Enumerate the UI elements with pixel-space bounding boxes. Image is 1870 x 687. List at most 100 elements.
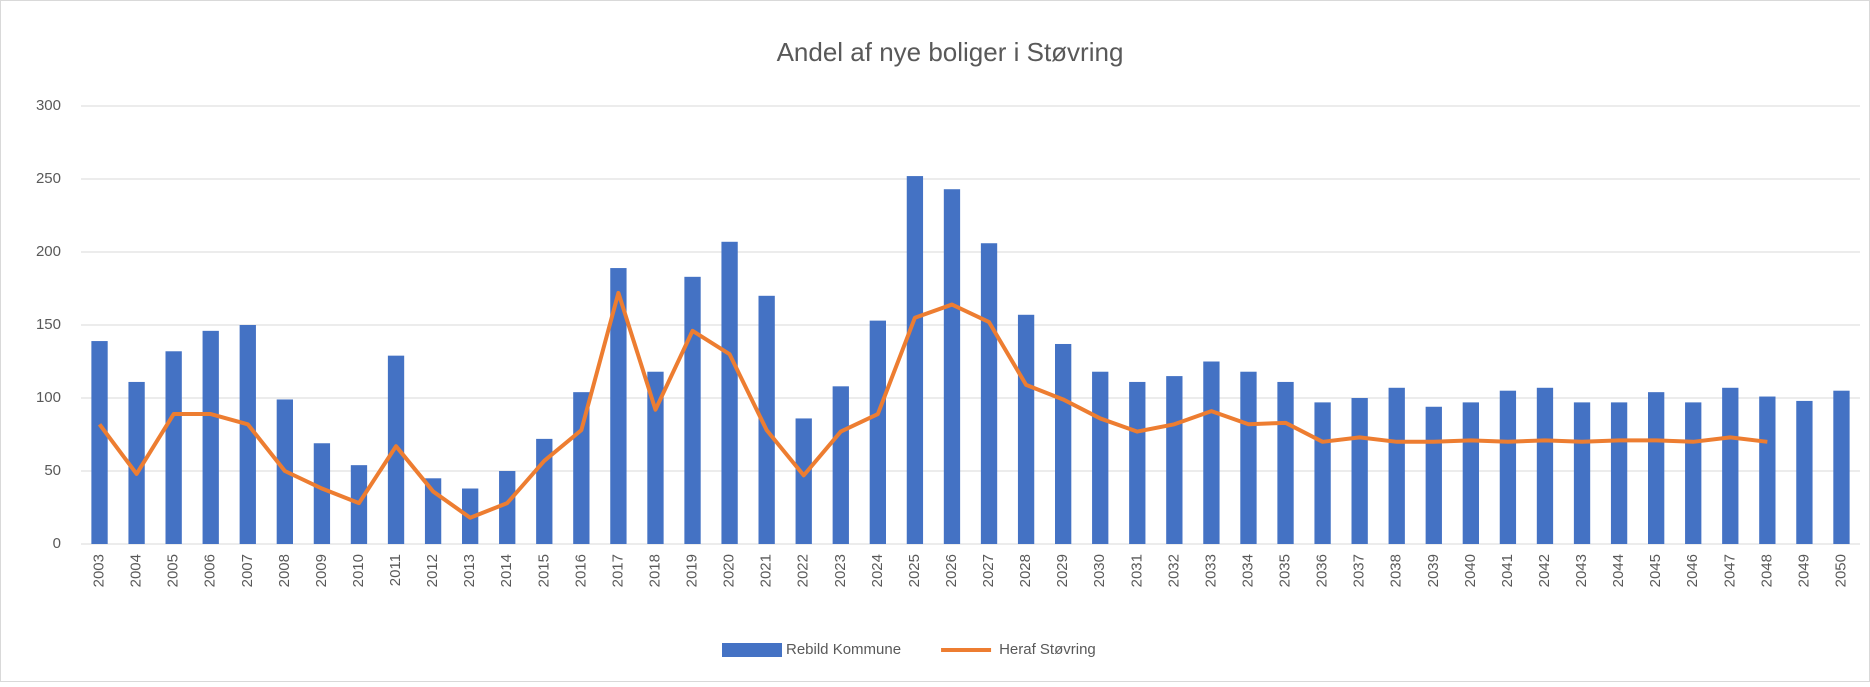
y-tick-label: 150 [36, 316, 61, 333]
bar [313, 443, 331, 544]
x-tick-label: 2009 [313, 554, 330, 587]
bar [1166, 376, 1183, 544]
x-tick-label: 2031 [1128, 554, 1145, 587]
x-tick-label: 2008 [276, 554, 293, 587]
x-tick-label: 2020 [721, 554, 738, 587]
y-tick-label: 200 [36, 243, 61, 260]
bar [1573, 402, 1591, 544]
x-tick-label: 2018 [646, 554, 663, 587]
bar [1833, 390, 1850, 544]
bar [1017, 314, 1035, 544]
bar [1759, 396, 1776, 544]
x-tick-label: 2016 [572, 554, 589, 587]
bar [721, 241, 738, 544]
bar [1203, 361, 1220, 544]
bar [647, 371, 664, 544]
x-tick-label: 2012 [424, 554, 441, 587]
x-tick-label: 2004 [128, 554, 145, 587]
bar [610, 268, 627, 544]
bar [499, 471, 516, 544]
x-tick-label: 2026 [943, 554, 960, 587]
bar [1277, 381, 1294, 544]
legend-swatch [722, 643, 782, 657]
x-tick-label: 2005 [165, 554, 182, 587]
bar [1240, 371, 1257, 544]
bar [202, 330, 219, 544]
x-tick-label: 2049 [1795, 554, 1812, 587]
chart-title: Andel af nye boliger i Støvring [777, 37, 1124, 67]
x-tick-label: 2022 [795, 554, 812, 587]
bar [128, 381, 145, 544]
x-tick-label: 2015 [535, 554, 552, 587]
x-tick-label: 2019 [684, 554, 701, 587]
bar [91, 341, 108, 544]
x-tick-label: 2044 [1610, 554, 1627, 587]
bar [1499, 390, 1517, 544]
y-tick-label: 0 [53, 535, 61, 552]
x-tick-label: 2006 [202, 554, 219, 587]
x-tick-label: 2039 [1425, 554, 1442, 587]
bar [573, 392, 590, 544]
x-tick-label: 2025 [906, 554, 923, 587]
bar [1722, 387, 1739, 544]
x-tick-label: 2014 [498, 554, 515, 587]
x-tick-label: 2050 [1832, 554, 1849, 587]
x-tick-label: 2011 [387, 554, 404, 586]
x-tick-label: 2010 [350, 554, 367, 587]
bar [980, 243, 998, 545]
bar [1388, 387, 1405, 544]
x-tick-label: 2021 [758, 554, 775, 587]
bar [943, 189, 961, 544]
x-tick-label: 2028 [1017, 554, 1034, 587]
x-tick-label: 2041 [1499, 554, 1516, 587]
x-tick-label: 2034 [1239, 554, 1256, 587]
x-tick-label: 2036 [1314, 554, 1331, 587]
x-tick-label: 2003 [91, 554, 108, 587]
bar [832, 386, 849, 544]
x-tick-label: 2045 [1647, 554, 1664, 587]
line [97, 290, 1768, 520]
legend-label: Heraf Støvring [999, 641, 1096, 658]
y-tick-label: 50 [44, 462, 61, 479]
bar [1351, 398, 1368, 544]
x-tick-label: 2017 [609, 554, 626, 587]
x-tick-label: 2032 [1165, 554, 1182, 587]
bar [869, 320, 886, 544]
x-tick-label: 2035 [1277, 554, 1294, 587]
x-tick-label: 2046 [1684, 554, 1701, 587]
bar [239, 325, 256, 544]
bar [1796, 400, 1813, 544]
x-tick-label: 2037 [1351, 554, 1368, 587]
x-tick-label: 2007 [239, 554, 256, 587]
bar [758, 295, 775, 544]
bar [165, 351, 182, 544]
bar [1536, 387, 1554, 544]
x-tick-label: 2040 [1462, 554, 1479, 587]
bar [1055, 343, 1072, 544]
bar [1648, 392, 1665, 544]
x-tick-label: 2047 [1721, 554, 1738, 587]
bar [1129, 381, 1146, 544]
bar [1425, 406, 1442, 544]
x-tick-label: 2024 [869, 554, 886, 587]
bar [424, 478, 442, 544]
bar [684, 276, 701, 544]
bar [1092, 371, 1109, 544]
x-tick-label: 2013 [461, 554, 478, 587]
x-tick-label: 2029 [1054, 554, 1071, 587]
bar [906, 176, 924, 544]
bar [1610, 402, 1628, 544]
bar [1314, 402, 1331, 544]
x-tick-label: 2027 [980, 554, 997, 587]
y-tick-label: 100 [36, 389, 61, 406]
y-tick-label: 250 [36, 170, 61, 187]
x-tick-label: 2030 [1091, 554, 1108, 587]
y-tick-label: 300 [36, 97, 61, 114]
x-tick-label: 2038 [1388, 554, 1405, 587]
bar [1685, 402, 1702, 544]
bar [1462, 402, 1479, 544]
x-tick-label: 2033 [1202, 554, 1219, 587]
x-tick-label: 2042 [1536, 554, 1553, 587]
